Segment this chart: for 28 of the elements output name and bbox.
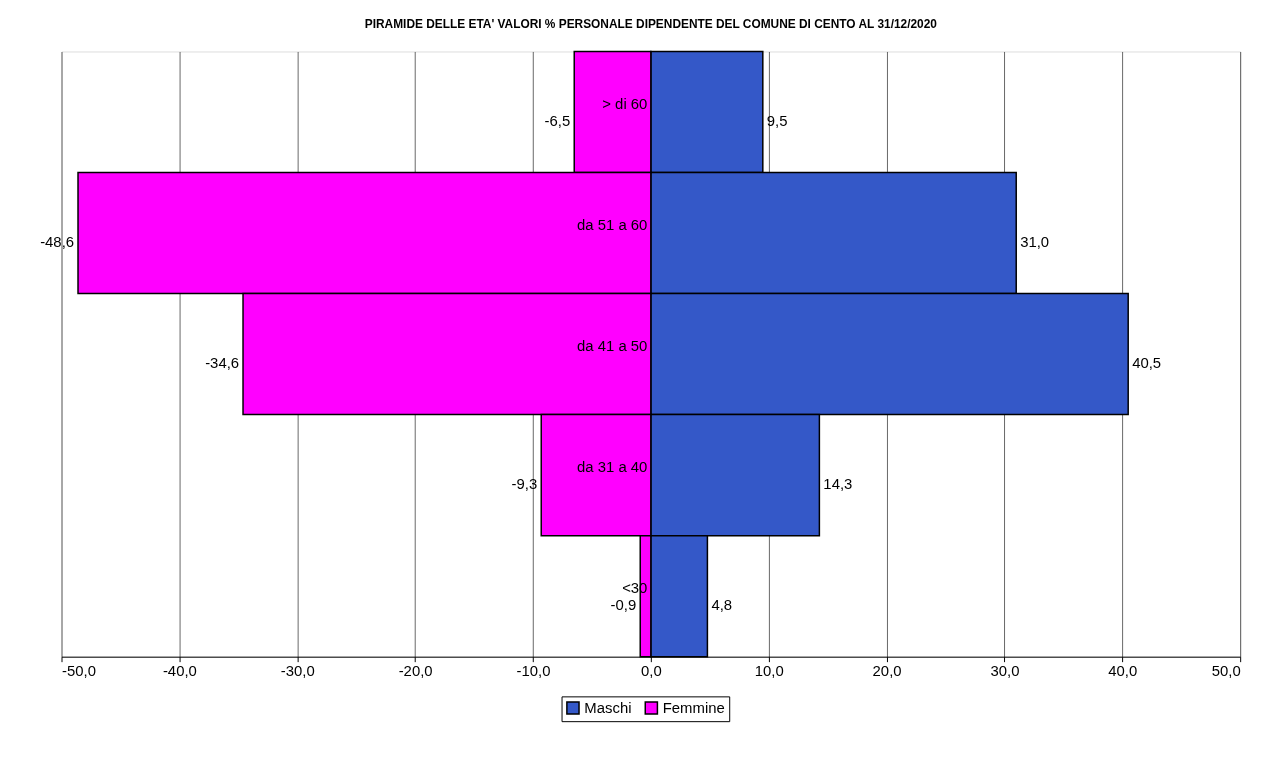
x-tick-label: -50,0 bbox=[62, 663, 96, 680]
x-tick-label: 50,0 bbox=[1211, 663, 1241, 680]
x-tick-label: 40,0 bbox=[1108, 663, 1138, 680]
data-label: 4,8 bbox=[711, 597, 733, 614]
y-tick-label: da 51 a 60 bbox=[577, 217, 648, 234]
x-tick-label: 0,0 bbox=[640, 663, 662, 680]
x-tick-label: 30,0 bbox=[990, 663, 1020, 680]
legend-label: Femmine bbox=[662, 699, 725, 716]
x-tick-label: -20,0 bbox=[398, 663, 433, 680]
data-label: -48,6 bbox=[40, 233, 75, 250]
y-tick-label: > di 60 bbox=[602, 96, 648, 113]
x-tick-label: 20,0 bbox=[872, 663, 902, 680]
data-label: 14,3 bbox=[823, 476, 853, 493]
data-label: -6,5 bbox=[544, 112, 571, 129]
x-tick-label: -40,0 bbox=[162, 663, 197, 680]
data-label: 40,5 bbox=[1132, 354, 1162, 371]
y-tick-label: da 41 a 50 bbox=[577, 338, 648, 355]
data-label: 9,5 bbox=[766, 112, 788, 129]
chart-title: PIRAMIDE DELLE ETA' VALORI % PERSONALE DIPENDENTE DEL COMUNE DI CENTO AL 31/12/2020 bbox=[364, 16, 938, 31]
data-label: -34,6 bbox=[205, 354, 240, 371]
data-label: -0,9 bbox=[610, 597, 637, 614]
legend-label: Maschi bbox=[584, 699, 632, 716]
data-label: -9,3 bbox=[511, 476, 538, 493]
y-tick-label: da 31 a 40 bbox=[577, 459, 648, 476]
data-label: 31,0 bbox=[1020, 233, 1050, 250]
x-tick-label: -30,0 bbox=[280, 663, 315, 680]
x-tick-label: 10,0 bbox=[754, 663, 784, 680]
x-tick-label: -10,0 bbox=[516, 663, 551, 680]
